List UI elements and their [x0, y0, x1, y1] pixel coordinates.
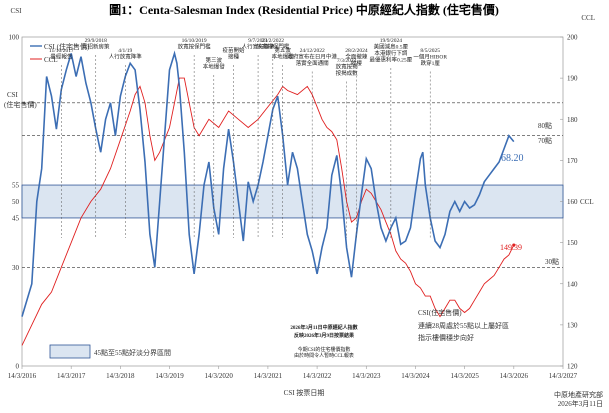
annotation-text: 接種 — [228, 53, 240, 61]
ccl-latest-point — [512, 243, 516, 247]
chart-title: 圖1：Centa-Salesman Index (Residential Pri… — [109, 2, 499, 17]
x-tick-label: 14/3/2025 — [450, 372, 479, 380]
x-tick-label: 14/3/2022 — [303, 372, 332, 380]
y-right-tick: 160 — [567, 198, 578, 206]
annotation-text: 9/7/2021 — [248, 38, 268, 44]
y-right-tick: 180 — [567, 116, 578, 124]
annotation-text: 4/1/19 — [118, 48, 132, 54]
tag-30: 30點 — [545, 257, 559, 266]
x-tick-label: 14/3/2017 — [57, 372, 86, 380]
y-left-title-2: (住宅售價) — [4, 100, 37, 109]
ccl-series-line — [21, 77, 515, 346]
y-left-tick: 100 — [9, 34, 20, 42]
annotation-text: 收樓 — [351, 59, 363, 67]
annotation-text: 16/10/2019 — [182, 38, 207, 44]
csi-note-1: CSI(住宅售價) — [418, 308, 462, 317]
x-tick-label: 14/3/2027 — [549, 372, 578, 380]
y-right-tick: 170 — [567, 157, 578, 165]
x-tick-label: 14/3/2020 — [205, 372, 234, 380]
annotation-text: 最優惠利率0.25厘 — [370, 56, 413, 64]
neutral-band — [21, 184, 564, 219]
annotation-text: 7/3/2023 — [337, 58, 357, 64]
right-unit-label: CCL — [581, 14, 595, 22]
annotation-text: 11/10/2017 — [49, 48, 74, 54]
left-unit-label: CSI — [11, 7, 23, 15]
annotation-text: 量經報告 — [50, 53, 73, 61]
y-right-tick: 120 — [567, 363, 578, 371]
x-tick-label: 14/3/2021 — [254, 372, 283, 380]
y-left-tick: 45 — [12, 214, 20, 222]
annotation-text: 本地爆發 — [203, 63, 226, 71]
y-right-tick: 150 — [567, 239, 578, 247]
tag-70: 70點 — [538, 136, 552, 145]
annotation-text: 一個月HIBOR — [413, 53, 447, 61]
date-label: 2026年3月11日 — [558, 399, 603, 408]
y-left-tick: 50 — [12, 198, 20, 206]
center-note-3: 今期CSI的住宅樓價指數 — [298, 346, 351, 353]
x-tick-label: 14/3/2019 — [155, 372, 184, 380]
csi-note-2: 連續28周處於55點以上屬好區 — [418, 321, 509, 330]
annotation-text: 第三波 — [206, 56, 223, 64]
annotation-text: 24/12/2022 — [300, 48, 325, 54]
csi-latest-label: 68.20 — [501, 153, 524, 164]
annotation-text: 28/2/2024 — [345, 48, 368, 54]
annotation-text: 人行放寬降準 — [109, 53, 143, 61]
annotation-text: 落實全面通關 — [296, 59, 330, 67]
x-tick-label: 14/3/2024 — [401, 372, 430, 380]
annotation-text: 本地爆發 — [272, 53, 295, 61]
annotation-text: 第五波 — [274, 46, 291, 54]
annotation-text: 本港銀行下調 — [374, 49, 408, 57]
annotation-text: 19/9/2024 — [380, 38, 403, 44]
y-left-tick: 0 — [16, 363, 20, 371]
y-right-tick: 190 — [567, 75, 578, 83]
center-note-1: 2026年3月11日中原經紀人指數 — [290, 324, 358, 331]
annotation-text: 放寬按保門檻 — [256, 43, 290, 51]
x-tick-label: 14/3/2018 — [106, 372, 135, 380]
annotation-text: 疫苗開始 — [222, 46, 245, 54]
y-left-tick: 30 — [12, 264, 20, 272]
annotation-text: 放寬按揭 — [336, 63, 359, 71]
annotation-text: 按揭成數 — [336, 69, 359, 77]
x-tick-label: 14/3/2023 — [352, 372, 381, 380]
legend-ccl: CCL — [44, 56, 58, 64]
legend-csi: CSI (住宅售價) — [44, 42, 90, 51]
annotation-text: 23/2/2022 — [262, 38, 285, 44]
x-tick-label: 14/3/2026 — [500, 372, 529, 380]
band-legend-label: 45點至55點好淡分界區間 — [94, 348, 171, 357]
csi-series-line — [21, 50, 515, 317]
annotation-text: 29/9/2018 — [85, 38, 108, 44]
annotation-text: 8/5/2025 — [420, 48, 440, 54]
csi-note-3: 指示樓價穩步向好 — [418, 333, 474, 342]
source-label: 中原地產研究部 — [554, 390, 603, 399]
y-right-tick: 130 — [567, 321, 578, 329]
annotation-text: 人行宣布降準 — [242, 43, 276, 51]
annotation-text: 六招新房策 — [82, 43, 110, 51]
center-note-2: 反映2026年3月9日按票結果 — [294, 332, 355, 339]
ccl-latest-label: 149.39 — [500, 243, 522, 252]
y-left-title-1: CSI — [7, 91, 19, 99]
annotation-text: 全面撤辣 — [345, 53, 368, 61]
annotation-text: 美國減息0.5厘 — [374, 43, 409, 51]
x-tick-label: 14/3/2016 — [8, 372, 37, 380]
band-legend-swatch — [49, 344, 91, 359]
y-left-tick: 55 — [12, 182, 20, 190]
y-right-tick: 200 — [567, 34, 578, 42]
x-axis-title: CSI 按票日期 — [284, 388, 325, 397]
annotation-text: 放寬按保門檻 — [178, 43, 212, 51]
annotation-text: 政府宣布在日月中港 — [287, 53, 337, 61]
y-right-title: CCL — [580, 198, 594, 206]
center-note-4: 由於時間令人暫時CCL報表 — [294, 352, 354, 359]
tag-80: 80點 — [538, 121, 552, 130]
annotation-text: 跌穿1厘 — [421, 59, 441, 67]
y-right-tick: 140 — [567, 280, 578, 288]
